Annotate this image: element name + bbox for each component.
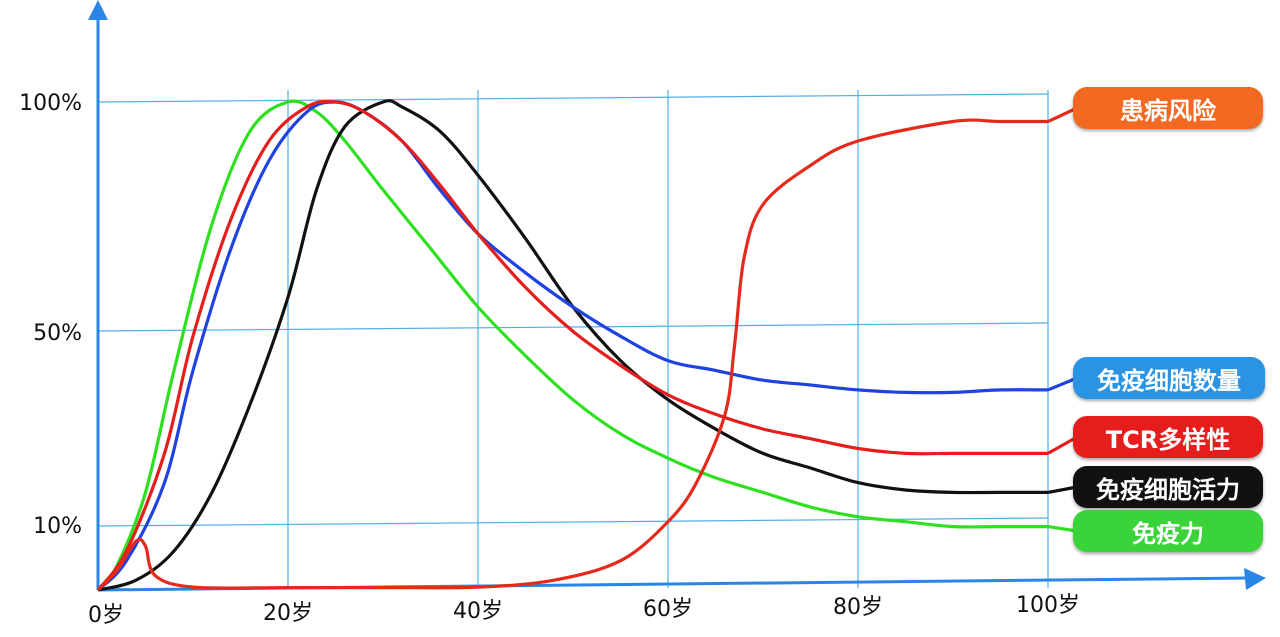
- series-line-3: [97, 99, 1048, 592]
- x-tick-label: 80岁: [833, 595, 883, 620]
- y-tick-label: 100%: [19, 91, 82, 116]
- x-axis-arrow-icon: [1244, 568, 1266, 590]
- series-line-4: [96, 99, 1048, 592]
- y-tick-label: 10%: [33, 514, 82, 539]
- legend-connector: [1047, 376, 1078, 392]
- series-lines: [96, 99, 1078, 592]
- legend-connector: [1047, 435, 1078, 455]
- series-line-2: [96, 99, 1048, 591]
- x-tick-label: 100岁: [1016, 593, 1080, 618]
- legend-item: 免疫力: [1073, 510, 1263, 552]
- grid-line-horizontal: [97, 322, 1049, 332]
- grid-line-horizontal: [97, 93, 1049, 103]
- x-tick-label: 0岁: [88, 603, 124, 628]
- legend-connector: [1047, 524, 1078, 533]
- series-line-1: [96, 100, 1049, 592]
- x-tick-label: 20岁: [263, 601, 313, 626]
- series-line-0: [96, 118, 1048, 592]
- legend-item: 患病风险: [1073, 87, 1263, 129]
- y-axis-arrow-icon: [88, 0, 108, 20]
- legend-item: 免疫细胞数量: [1073, 357, 1265, 399]
- y-tick-label: 50%: [33, 321, 82, 346]
- legend-item: 免疫细胞活力: [1073, 466, 1263, 508]
- legend-connector: [1047, 485, 1078, 494]
- tick-labels: 10% 50% 100% 0岁 20岁 40岁 60岁 80岁 100岁: [19, 91, 1080, 628]
- legend-item: TCR多样性: [1073, 416, 1263, 458]
- x-tick-label: 60岁: [643, 597, 693, 622]
- x-tick-label: 40岁: [453, 599, 503, 624]
- legend-connector: [1047, 106, 1078, 123]
- grid: [97, 90, 1049, 588]
